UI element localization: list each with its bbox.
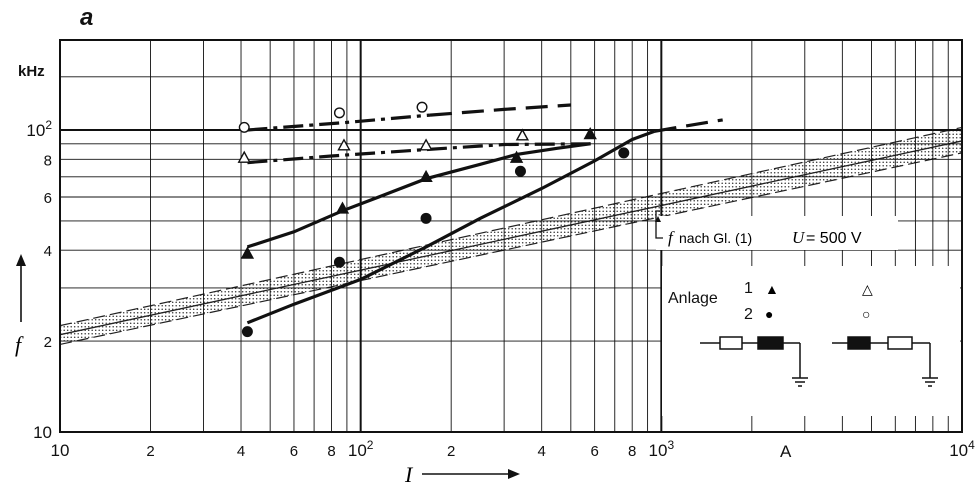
x-tick-label: 6 [290, 443, 298, 460]
annotation-f-text: nach Gl. (1) [679, 230, 752, 246]
data-markers [237, 101, 630, 338]
formula-band-lower [59, 152, 963, 345]
triangle-marker-open [419, 138, 433, 151]
triangle-marker-filled [583, 127, 597, 140]
formula-curve [59, 140, 963, 336]
x-axis-arrowhead [508, 469, 520, 479]
y-tick-label: 4 [44, 243, 52, 260]
curve-2 [246, 129, 656, 325]
x-tick-exponent: 4 [968, 438, 975, 452]
triangle-marker-filled [240, 246, 255, 259]
legend-row-2-label: 2 [744, 306, 753, 323]
x-tick-labels: 10 2 4 6 8 102 2 4 6 8 103 104 [51, 438, 976, 460]
circle-marker-filled [333, 256, 345, 268]
y-tick-label: 102 [26, 118, 52, 140]
y-tick-label: 2 [44, 334, 52, 351]
legend-row-1-label: 1 [744, 280, 753, 297]
legend-title: Anlage [668, 290, 718, 307]
annotation-f: f [668, 228, 675, 247]
formula-band-upper [59, 126, 963, 327]
y-tick-label: 8 [44, 152, 52, 169]
legend-row-1-filled: ▲ [765, 281, 779, 297]
panel-label: a [80, 4, 93, 31]
curve-3 [654, 118, 723, 133]
legend: Anlage 1 ▲ △ 2 ● ○ [662, 266, 960, 416]
triangle-marker-filled [335, 201, 350, 214]
x-axis-label: I [404, 462, 414, 487]
curve-4 [247, 142, 595, 165]
triangle-marker-open [515, 128, 530, 141]
x-tick-label: 6 [590, 443, 598, 460]
y-axis-arrowhead [16, 254, 26, 266]
legend-row-2-open: ○ [862, 306, 870, 322]
y-axis-label: f [15, 332, 24, 357]
x-tick-label: 8 [327, 443, 335, 460]
circle-marker-filled [241, 326, 253, 338]
y-tick-label: 10 [33, 423, 52, 442]
circle-marker-filled [514, 165, 526, 177]
curve-5 [247, 113, 431, 132]
formula-annotation: f nach Gl. (1) U = 500 V [655, 210, 898, 250]
x-tick-exponent: 2 [367, 438, 374, 452]
circle-marker-filled [420, 212, 432, 224]
circle-marker-open [333, 107, 345, 119]
formula-band-fill [60, 127, 962, 345]
circle-marker-open [238, 121, 250, 133]
y-tick-exponent: 2 [45, 118, 52, 132]
x-tick-label: 2 [447, 443, 455, 460]
formula-band [59, 126, 963, 345]
x-tick-label: 8 [628, 443, 636, 460]
x-tick-label: 102 [348, 438, 374, 460]
circle-marker-filled [618, 147, 630, 159]
annotation-u: U [792, 228, 806, 247]
x-tick-label: 4 [237, 443, 245, 460]
x-tick-label: 4 [538, 443, 546, 460]
x-unit-label: A [780, 442, 792, 461]
y-unit-label: kHz [18, 63, 45, 80]
plot-frame [59, 39, 963, 433]
grid [59, 39, 963, 433]
triangle-marker-filled [509, 150, 524, 163]
curve-6 [429, 103, 571, 117]
legend-row-2-filled: ● [765, 306, 773, 322]
x-tick-label: 103 [649, 438, 675, 460]
x-tick-label: 2 [146, 443, 154, 460]
x-tick-label: 10 [51, 441, 70, 460]
legend-row-1-open: △ [862, 281, 873, 297]
circle-marker-open [416, 101, 428, 113]
triangle-marker-filled [419, 169, 433, 182]
x-tick-exponent: 3 [667, 438, 674, 452]
triangle-marker-open [237, 150, 251, 163]
annotation-u-text: = 500 V [806, 230, 862, 247]
x-tick-label: 104 [949, 438, 975, 460]
triangle-marker-open [337, 138, 351, 151]
circuit-symbol-2 [832, 336, 938, 387]
y-tick-label: 6 [44, 190, 52, 207]
circuit-symbol-1 [700, 336, 808, 387]
